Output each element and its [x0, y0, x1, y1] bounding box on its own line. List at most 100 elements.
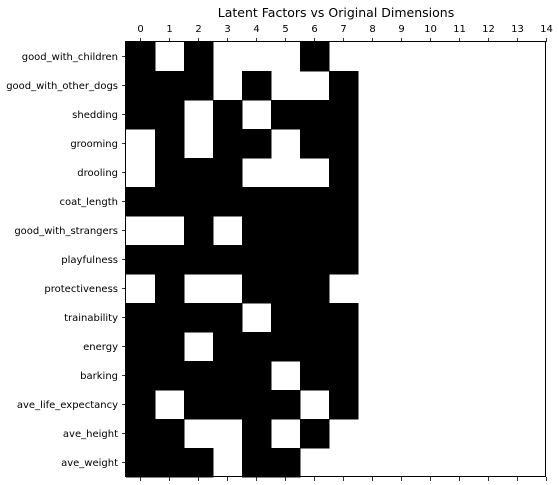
y-tick-label: ave_life_expectancy — [17, 400, 118, 411]
heatmap-cell — [155, 332, 185, 362]
heatmap-cell — [300, 361, 330, 391]
x-tick-label: 9 — [398, 24, 404, 35]
heatmap-cell — [155, 419, 185, 449]
heatmap-cell — [126, 71, 156, 101]
heatmap-cell — [242, 448, 272, 478]
heatmap-cell — [126, 390, 156, 420]
heatmap-cell — [184, 448, 214, 478]
heatmap-cell — [242, 274, 272, 304]
heatmap-cell — [300, 419, 330, 449]
x-tick-label: 4 — [253, 24, 259, 35]
heatmap-cell — [242, 419, 272, 449]
y-tick-label: good_with_strangers — [14, 226, 118, 237]
y-tick-label: good_with_other_dogs — [6, 81, 118, 92]
heatmap-cell — [329, 187, 359, 217]
heatmap-cell — [155, 71, 185, 101]
heatmap-cell — [126, 303, 156, 333]
heatmap-cell — [155, 448, 185, 478]
x-axis-ticks: 0 1 2 3 4 5 6 7 8 9 10 11 12 13 14 — [137, 24, 553, 481]
heatmap-cell — [329, 158, 359, 188]
y-tick-label: protectiveness — [44, 284, 118, 295]
heatmap-cell — [242, 216, 272, 246]
x-tick-label: 6 — [311, 24, 317, 35]
heatmap-cell — [184, 42, 214, 72]
heatmap-cell — [155, 158, 185, 188]
heatmap-cell — [242, 332, 272, 362]
heatmap-cell — [155, 245, 185, 275]
heatmap-cell — [271, 187, 301, 217]
heatmap-cell — [155, 129, 185, 159]
heatmap-cell — [242, 390, 272, 420]
heatmap-cell — [184, 216, 214, 246]
heatmap-cell — [271, 448, 301, 478]
y-tick-label: coat_length — [59, 197, 118, 208]
heatmap-cell — [213, 245, 243, 275]
heatmap-cell — [329, 71, 359, 101]
heatmap-cell — [271, 303, 301, 333]
heatmap-cell — [184, 361, 214, 391]
chart-title: Latent Factors vs Original Dimensions — [218, 5, 455, 20]
heatmap-cell — [155, 361, 185, 391]
heatmap-cell — [184, 245, 214, 275]
heatmap-cell — [271, 332, 301, 362]
heatmap-cell — [126, 419, 156, 449]
x-tick-label: 2 — [195, 24, 201, 35]
heatmap-cell — [155, 187, 185, 217]
heatmap-cell — [126, 448, 156, 478]
heatmap-cell — [242, 187, 272, 217]
heatmap-cell — [155, 303, 185, 333]
heatmap-cell — [271, 216, 301, 246]
x-tick-label: 11 — [453, 24, 466, 35]
heatmap-cell — [329, 216, 359, 246]
heatmap-cell — [300, 216, 330, 246]
heatmap-cell — [184, 71, 214, 101]
heatmap-cell — [300, 187, 330, 217]
heatmap-cells — [126, 42, 559, 478]
heatmap-cell — [300, 100, 330, 130]
heatmap-cell — [126, 42, 156, 72]
heatmap-cell — [184, 158, 214, 188]
y-tick-label: ave_height — [63, 429, 118, 440]
x-tick-label: 1 — [166, 24, 172, 35]
x-tick-label: 12 — [482, 24, 495, 35]
heatmap-cell — [213, 129, 243, 159]
heatmap-cell — [184, 187, 214, 217]
heatmap-cell — [300, 274, 330, 304]
heatmap-cell — [126, 100, 156, 130]
x-tick-label: 8 — [369, 24, 375, 35]
heatmap-cell — [213, 303, 243, 333]
heatmap-cell — [213, 332, 243, 362]
x-tick-label: 3 — [224, 24, 230, 35]
heatmap-cell — [242, 245, 272, 275]
heatmap-cell — [300, 42, 330, 72]
heatmap-cell — [329, 361, 359, 391]
heatmap-cell — [213, 100, 243, 130]
y-tick-label: energy — [83, 342, 118, 353]
heatmap-cell — [329, 332, 359, 362]
heatmap-cell — [126, 361, 156, 391]
heatmap-cell — [126, 187, 156, 217]
heatmap-cell — [184, 303, 214, 333]
heatmap-cell — [271, 100, 301, 130]
heatmap-cell — [126, 332, 156, 362]
y-tick-label: good_with_children — [22, 52, 118, 63]
heatmap-cell — [155, 274, 185, 304]
heatmap-cell — [213, 187, 243, 217]
y-tick-label: shedding — [72, 110, 118, 121]
y-tick-label: drooling — [77, 168, 118, 179]
heatmap-cell — [184, 390, 214, 420]
y-tick-label: grooming — [70, 139, 118, 150]
heatmap-cell — [329, 303, 359, 333]
y-tick-label: barking — [80, 371, 118, 382]
y-tick-label: ave_weight — [61, 458, 118, 469]
heatmap-cell — [329, 390, 359, 420]
heatmap-cell — [126, 245, 156, 275]
x-tick-label: 7 — [340, 24, 346, 35]
x-tick-label: 10 — [424, 24, 437, 35]
heatmap-cell — [300, 332, 330, 362]
plot-frame — [125, 41, 546, 477]
heatmap-cell — [329, 245, 359, 275]
heatmap-cell — [155, 100, 185, 130]
heatmap-cell — [271, 274, 301, 304]
